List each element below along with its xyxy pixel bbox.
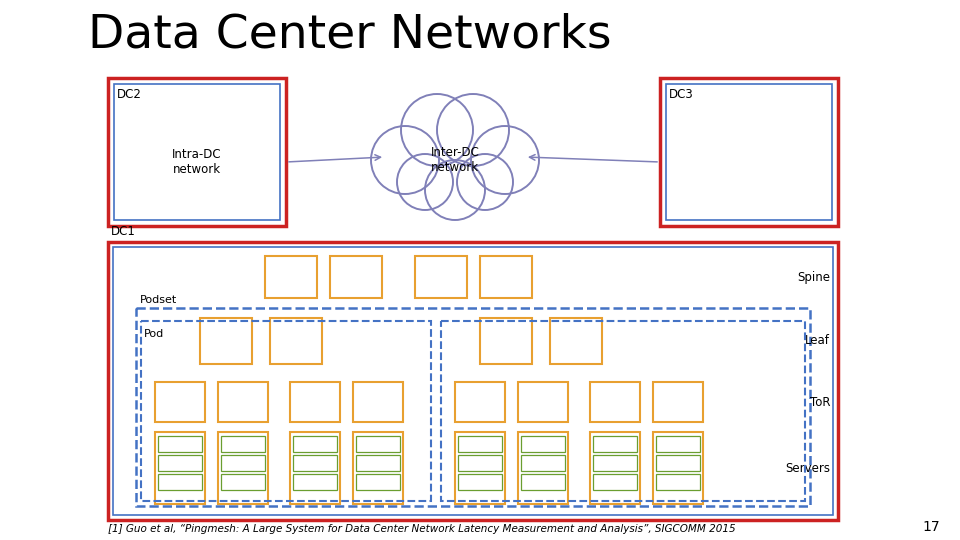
Text: [1] Guo et al, “Pingmesh: A Large System for Data Center Network Latency Measure: [1] Guo et al, “Pingmesh: A Large System… <box>108 524 735 534</box>
Bar <box>290 382 340 422</box>
Bar <box>221 436 265 452</box>
Bar <box>458 436 502 452</box>
Bar <box>521 436 565 452</box>
Text: Intra-DC
network: Intra-DC network <box>172 148 222 176</box>
Bar <box>653 432 703 504</box>
Text: Inter-DC
network: Inter-DC network <box>431 146 479 174</box>
Bar <box>155 432 205 504</box>
Bar <box>353 382 403 422</box>
Bar <box>200 318 252 364</box>
Bar <box>356 436 400 452</box>
Bar <box>441 321 805 501</box>
Bar <box>666 84 832 220</box>
Text: Pod: Pod <box>144 329 164 339</box>
Bar <box>660 78 838 226</box>
Circle shape <box>471 126 539 194</box>
Bar <box>155 382 205 422</box>
Bar <box>158 474 202 490</box>
Bar <box>221 455 265 471</box>
Bar <box>521 474 565 490</box>
Bar <box>136 308 810 506</box>
Bar <box>353 432 403 504</box>
Bar <box>455 382 505 422</box>
Bar <box>293 436 337 452</box>
Bar <box>590 432 640 504</box>
Bar <box>270 318 322 364</box>
Bar <box>521 455 565 471</box>
Bar <box>113 247 833 515</box>
Text: 17: 17 <box>923 520 940 534</box>
Bar <box>458 455 502 471</box>
Text: DC2: DC2 <box>117 88 142 101</box>
Bar <box>593 455 637 471</box>
Bar <box>593 436 637 452</box>
Bar <box>518 382 568 422</box>
Text: Servers: Servers <box>785 462 830 475</box>
Bar <box>455 432 505 504</box>
Bar <box>158 436 202 452</box>
Bar <box>108 242 838 520</box>
Bar <box>518 432 568 504</box>
Bar <box>293 455 337 471</box>
Bar <box>108 78 286 226</box>
Bar <box>158 455 202 471</box>
Text: Leaf: Leaf <box>805 334 830 348</box>
Bar <box>656 455 700 471</box>
Bar <box>356 474 400 490</box>
Circle shape <box>425 160 485 220</box>
Bar <box>218 432 268 504</box>
Circle shape <box>371 126 439 194</box>
Bar <box>550 318 602 364</box>
Circle shape <box>457 154 513 210</box>
Bar <box>458 474 502 490</box>
Text: Podset: Podset <box>140 295 178 305</box>
Bar <box>293 474 337 490</box>
Bar <box>114 84 280 220</box>
Circle shape <box>401 94 473 166</box>
Bar <box>656 436 700 452</box>
Bar <box>480 318 532 364</box>
Bar <box>221 474 265 490</box>
Bar <box>290 432 340 504</box>
Bar <box>141 321 431 501</box>
Bar <box>480 256 532 298</box>
Bar <box>218 382 268 422</box>
Bar <box>330 256 382 298</box>
Text: DC3: DC3 <box>669 88 694 101</box>
Text: Spine: Spine <box>797 271 830 284</box>
Bar <box>415 256 467 298</box>
Circle shape <box>437 94 509 166</box>
Text: ToR: ToR <box>809 395 830 408</box>
Bar <box>656 474 700 490</box>
Bar <box>653 382 703 422</box>
Bar <box>590 382 640 422</box>
Bar <box>265 256 317 298</box>
Text: DC1: DC1 <box>111 225 136 238</box>
Circle shape <box>397 154 453 210</box>
Text: Data Center Networks: Data Center Networks <box>88 12 612 57</box>
Bar <box>356 455 400 471</box>
Bar <box>593 474 637 490</box>
